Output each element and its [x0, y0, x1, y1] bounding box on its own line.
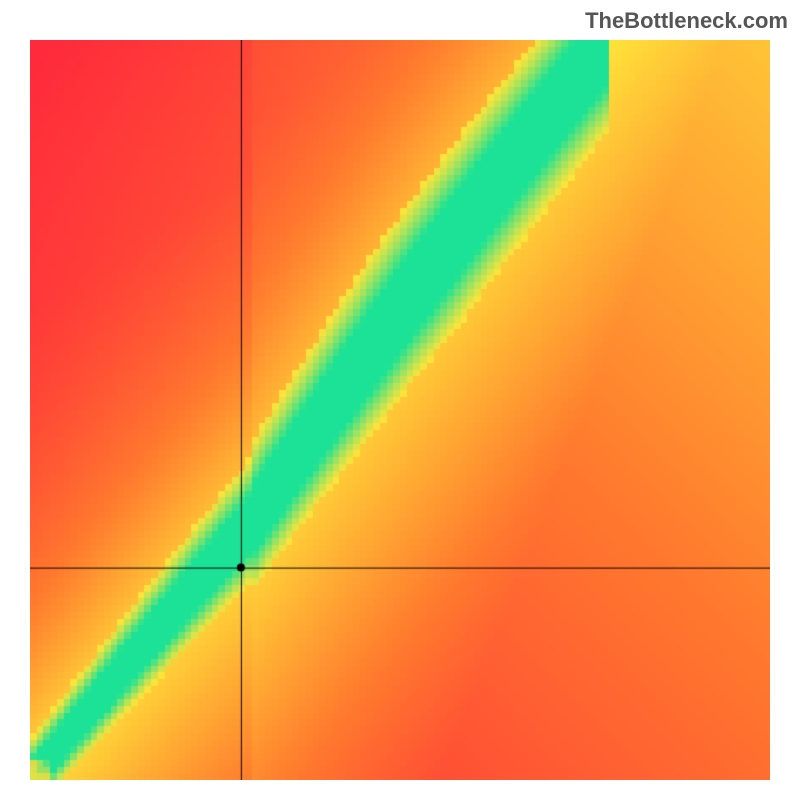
- figure-container: TheBottleneck.com: [0, 0, 800, 800]
- watermark-label: TheBottleneck.com: [585, 8, 788, 34]
- heatmap-plot: [30, 40, 770, 780]
- heatmap-canvas: [30, 40, 770, 780]
